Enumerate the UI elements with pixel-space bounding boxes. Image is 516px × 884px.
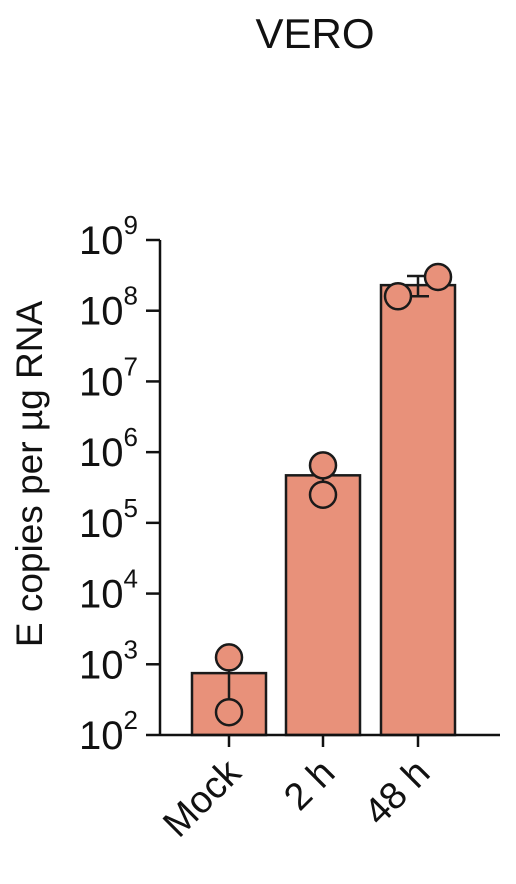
y-tick-label: 104 <box>79 564 138 617</box>
data-point <box>423 262 453 292</box>
y-tick-exponent: 2 <box>124 705 138 735</box>
bar-2-h <box>284 474 362 737</box>
y-tick-exponent: 5 <box>124 493 138 523</box>
y-tick-label: 102 <box>79 705 138 758</box>
x-tick-label: 48 h <box>356 752 438 834</box>
x-axis-ticks: Mock 2 h 48 h <box>155 735 438 846</box>
data-point <box>383 282 413 311</box>
y-tick-base: 10 <box>79 714 124 758</box>
y-tick-exponent: 7 <box>124 351 138 381</box>
data-point <box>308 451 338 480</box>
y-tick-exponent: 3 <box>124 634 138 664</box>
y-tick-label: 105 <box>79 493 138 546</box>
y-tick-exponent: 8 <box>124 281 138 311</box>
bars <box>190 283 457 737</box>
y-tick-label: 108 <box>79 281 138 334</box>
chart-title: VERO <box>255 10 374 57</box>
y-axis-label: E copies per µg RNA <box>9 301 50 648</box>
y-tick-base: 10 <box>79 502 124 546</box>
y-tick-label: 103 <box>79 634 138 687</box>
y-tick-exponent: 6 <box>124 422 138 452</box>
x-tick-label: 2 h <box>276 752 343 819</box>
x-tick-label: Mock <box>155 751 250 846</box>
y-tick-base: 10 <box>79 643 124 687</box>
data-points <box>214 262 453 727</box>
bar-48-h <box>379 283 457 737</box>
y-tick-exponent: 9 <box>124 210 138 240</box>
y-tick-label: 107 <box>79 351 138 404</box>
y-tick-label: 106 <box>79 422 138 475</box>
data-point <box>214 697 244 727</box>
data-point <box>308 480 338 509</box>
y-tick-base: 10 <box>79 219 124 263</box>
y-tick-label: 109 <box>79 210 138 263</box>
y-tick-base: 10 <box>79 360 124 404</box>
y-tick-base: 10 <box>79 573 124 617</box>
y-tick-exponent: 4 <box>124 564 138 594</box>
y-tick-base: 10 <box>79 431 124 475</box>
data-point <box>214 643 244 672</box>
y-tick-base: 10 <box>79 290 124 334</box>
